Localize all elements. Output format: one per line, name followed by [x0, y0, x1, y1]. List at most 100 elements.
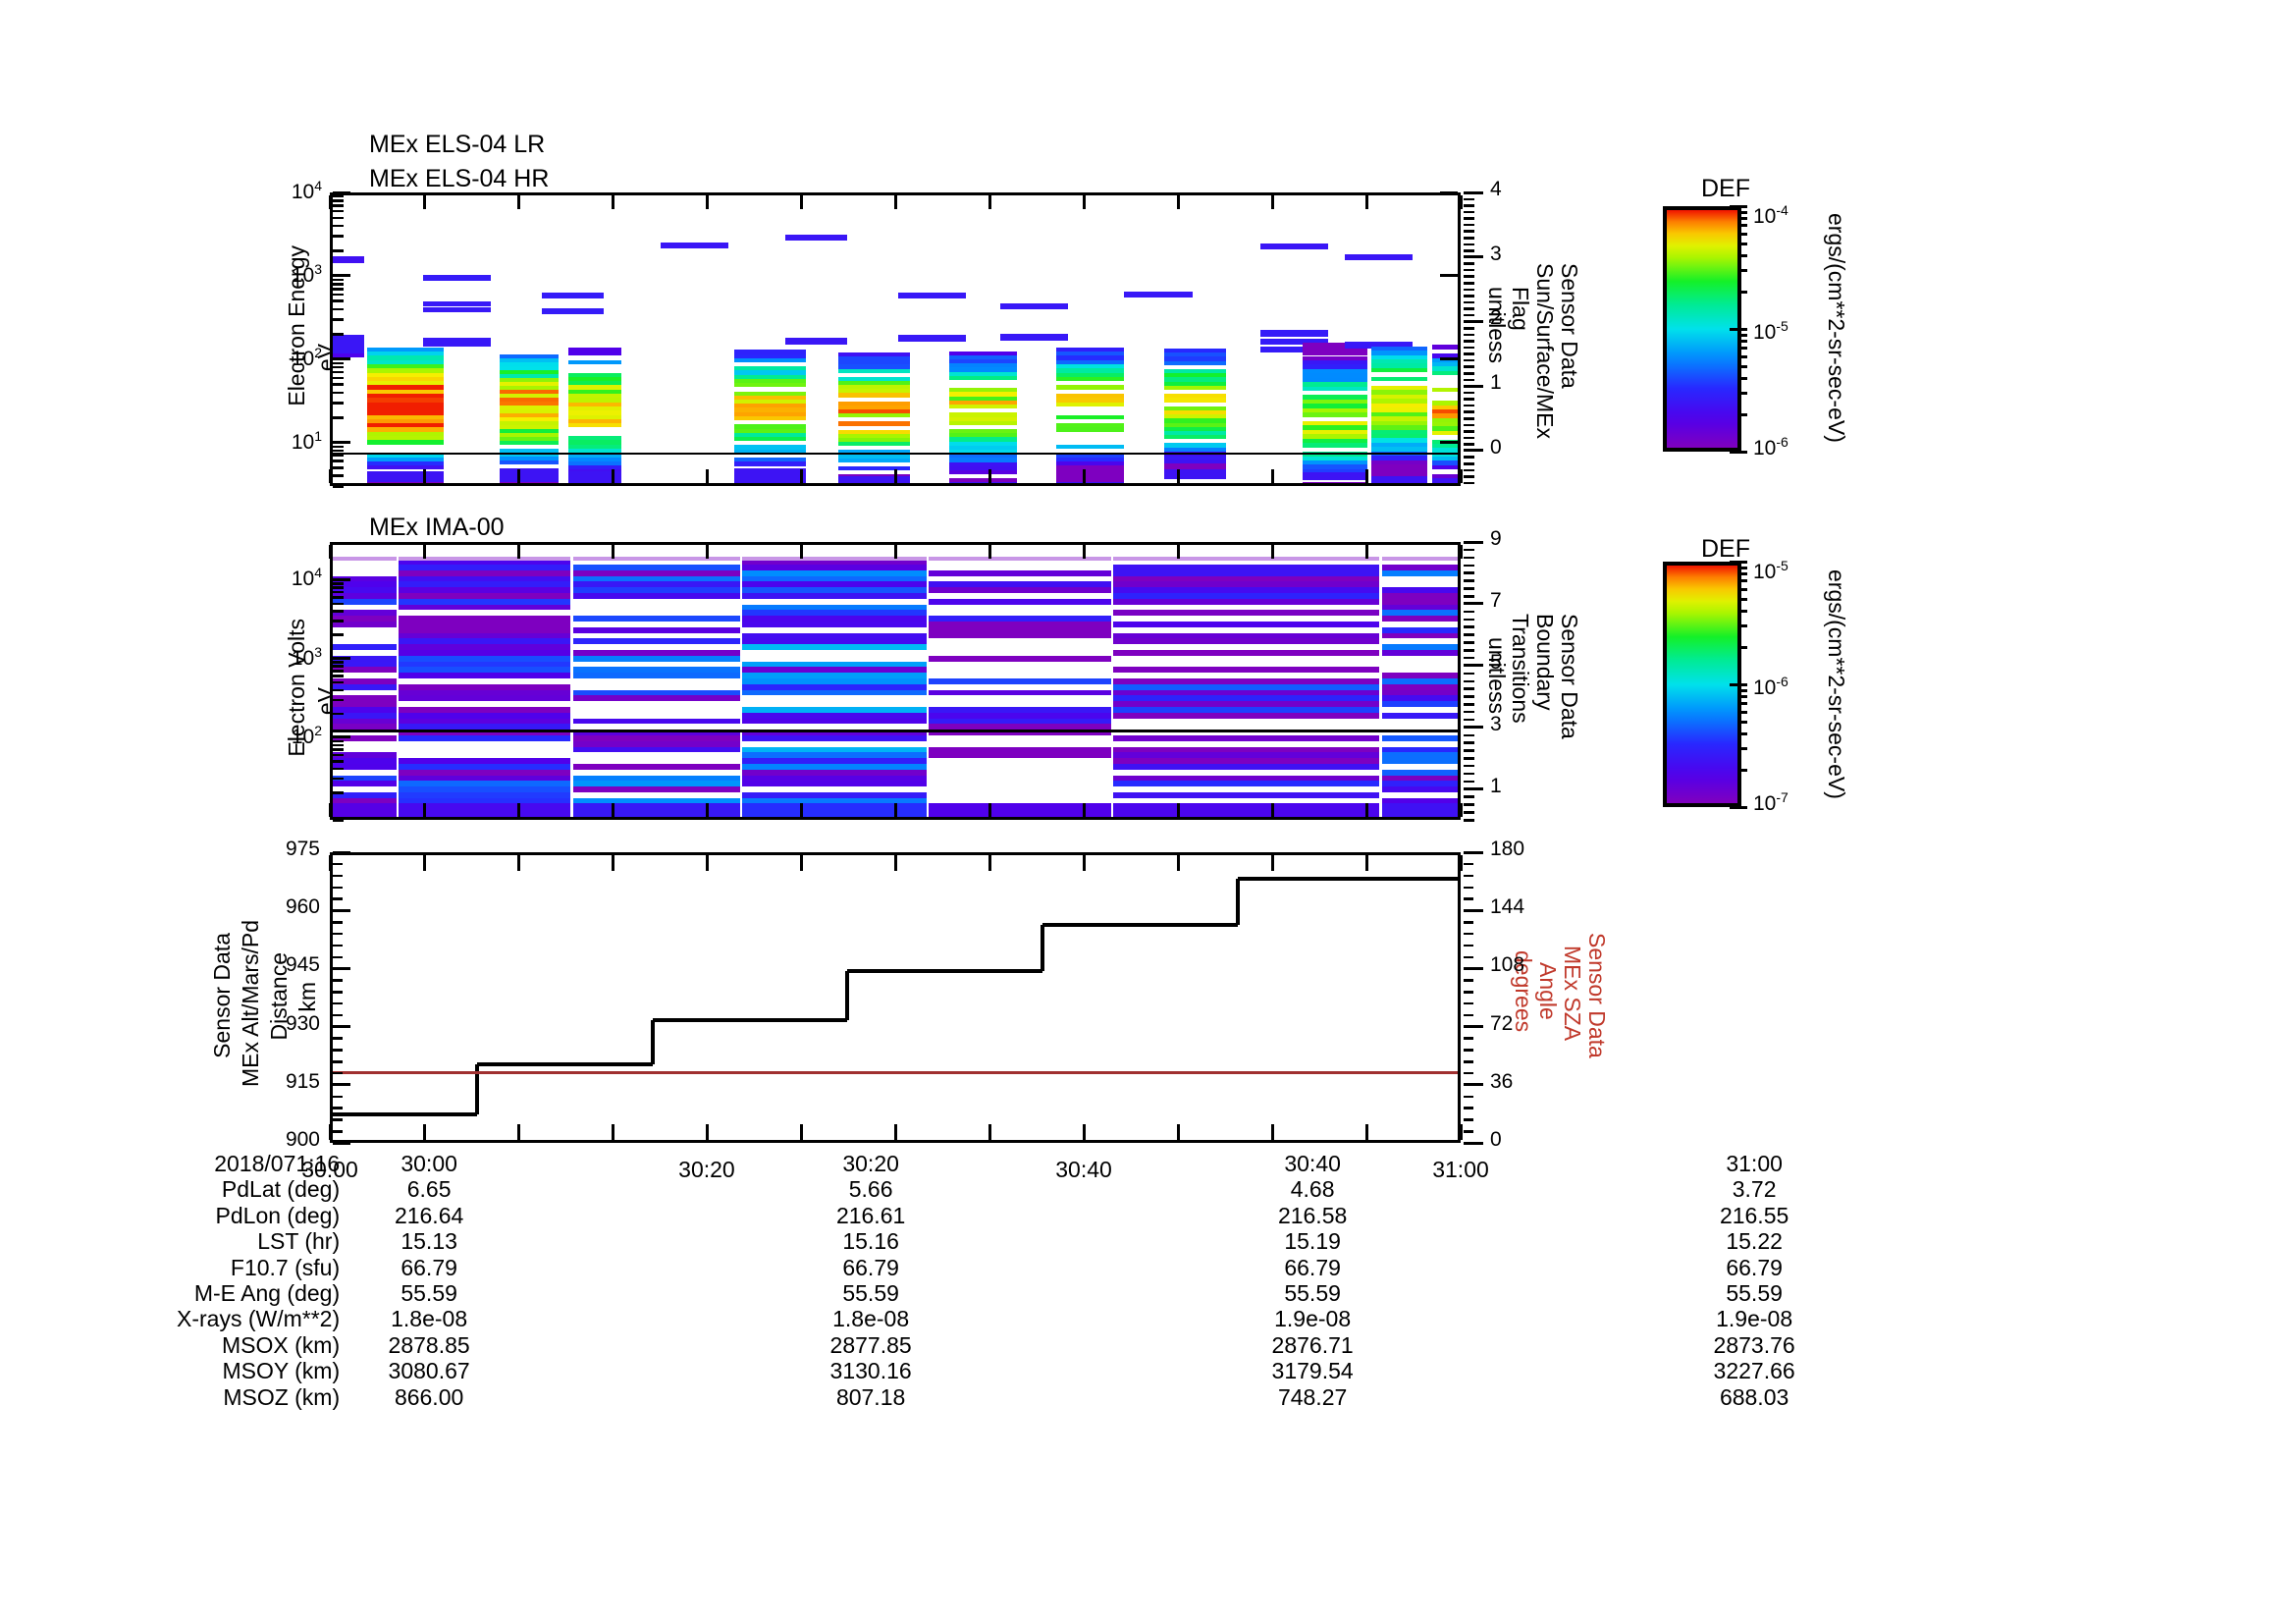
els-spectro-bin-low: [1431, 477, 1458, 483]
ima-spectro-bin: [1382, 683, 1458, 690]
els-xtick-top: [611, 195, 614, 209]
ima-right-axis-label-4: unitless: [1483, 637, 1510, 714]
table-cell: 1.8e-08: [832, 1306, 910, 1332]
altitude-step-segment: [1042, 923, 1238, 928]
els-spectro-bin: [366, 423, 444, 428]
alt-right-axis-label-1: Sensor Data: [1583, 933, 1610, 1058]
els-spectro-band: [423, 307, 492, 313]
ima-spectro-bin: [398, 632, 570, 639]
ima-right-tick-label: 1: [1490, 774, 1502, 797]
ima-xtick-top: [422, 545, 426, 559]
ima-spectro-bin: [742, 730, 927, 736]
table-cell-spacer: [944, 1358, 1092, 1383]
ima-spectro-bin: [742, 564, 927, 570]
els-spectro-bin: [567, 448, 621, 454]
ima-right-tick-minor: [1464, 687, 1474, 690]
els-spectro-bin: [366, 427, 444, 432]
table-row: PdLon (deg) 216.64 216.61 216.58 216.55: [177, 1203, 1828, 1228]
table-cell: 31:00: [1726, 1151, 1783, 1176]
els-spectro-bin-low: [1163, 472, 1227, 480]
els-xtick-bottom: [1270, 469, 1274, 483]
alt-right-tick-minor: [1464, 979, 1473, 982]
els-spectro-bin: [1163, 385, 1227, 390]
ima-spectro-bin: [742, 792, 927, 798]
els-spectro-bin: [733, 370, 806, 375]
els-spectro-bin: [948, 469, 1017, 475]
colorbar-els-units: ergs/(cm**2-sr-sec-eV): [1823, 213, 1849, 443]
colorbar-els-tick-bot: 10-6: [1753, 434, 1789, 460]
ima-right-tick-minor: [1464, 633, 1474, 636]
ima-spectro-bin: [1112, 792, 1379, 798]
ima-spectro-bin: [742, 707, 927, 713]
ima-spectro-bin: [1382, 746, 1458, 753]
els-spectro-bin: [500, 369, 560, 374]
table-cell: 866.00: [394, 1383, 464, 1410]
els-spectro-band: [661, 243, 729, 249]
els-spectro-bin-low: [366, 473, 444, 481]
ima-ytick-minor: [333, 661, 344, 664]
ima-spectro-bin: [742, 769, 927, 776]
els-spectro-bin: [500, 357, 560, 362]
ima-spectro-bin: [1112, 758, 1379, 765]
els-spectro-bin: [948, 416, 1017, 421]
ima-spectro-bin: [742, 644, 927, 650]
colorbar-minor-tick: [1730, 451, 1747, 454]
els-spectro-bin: [1056, 427, 1125, 432]
ima-spectro-bin: [1112, 632, 1379, 639]
ima-spectro-bin: [929, 718, 1111, 725]
ima-right-tick-label: 3: [1490, 712, 1502, 735]
els-spectro-band: [1124, 292, 1193, 298]
alt-right-tick-minor: [1464, 1049, 1473, 1052]
alt-ytick-minor: [333, 909, 343, 912]
ima-spectro-bin: [333, 707, 397, 713]
table-cell-spacer: [944, 1228, 1092, 1254]
els-spectro-bin: [1163, 377, 1227, 382]
alt-ytick-minor: [333, 1049, 343, 1052]
els-right-tick-minor: [1464, 249, 1474, 252]
ima-spectro-bin: [1112, 621, 1379, 627]
ima-spectro-bin: [398, 644, 570, 650]
els-xtick-top: [1364, 195, 1368, 209]
els-spectro-bin: [948, 433, 1017, 438]
table-cell-spacer: [503, 1151, 650, 1176]
els-spectro-bin-low: [733, 476, 806, 483]
els-spectro-bin: [366, 406, 444, 411]
els-spectro-bin: [948, 478, 1017, 483]
els-spectro-bin: [1056, 355, 1125, 360]
alt-ytick-label: 900: [285, 1128, 320, 1151]
colorbar-minor-tick: [1737, 253, 1747, 257]
ima-spectro-bin: [573, 673, 740, 679]
ima-spectro-top-band: [398, 557, 570, 562]
table-cell-spacer: [944, 1280, 1092, 1306]
xaxis-tick-label: 30:00: [301, 1157, 358, 1182]
els-right-tick-minor: [1464, 346, 1474, 350]
ima-spectro-bin: [573, 740, 740, 747]
els-spectro-bin: [1163, 456, 1227, 460]
ima-spectro-bin: [1112, 775, 1379, 782]
els-spectro-bin: [837, 458, 910, 462]
ima-spectro-floor: [1382, 802, 1458, 817]
els-spectro-band: [1259, 347, 1328, 353]
alt-xtick-bottom: [988, 1124, 991, 1140]
ima-spectrogram-plot[interactable]: [330, 542, 1461, 820]
els-spectro-bin: [733, 424, 806, 429]
els-spectro-bin: [948, 445, 1017, 450]
table-cell-spacer: [503, 1255, 650, 1280]
els-spectro-bin: [1056, 363, 1125, 369]
els-spectro-band: [333, 352, 365, 357]
els-spectro-bin: [500, 393, 560, 398]
ima-spectro-bin: [333, 616, 397, 622]
ima-xtick-top: [1082, 545, 1086, 559]
alt-right-tick-minor: [1464, 851, 1473, 854]
els-ytick-major-right: [1440, 190, 1458, 194]
els-spectro-band: [423, 338, 492, 347]
ima-ytick-minor: [333, 698, 344, 702]
els-ytick-minor: [333, 283, 344, 286]
els-right-tick-minor: [1464, 204, 1474, 207]
els-spectro-bin: [1431, 464, 1458, 470]
ima-spectro-bin: [929, 707, 1111, 713]
els-spectrogram-plot[interactable]: [330, 192, 1461, 486]
altitude-plot[interactable]: [330, 852, 1461, 1143]
els-right-tick-minor: [1464, 327, 1474, 330]
els-spectro-bin: [500, 408, 560, 413]
